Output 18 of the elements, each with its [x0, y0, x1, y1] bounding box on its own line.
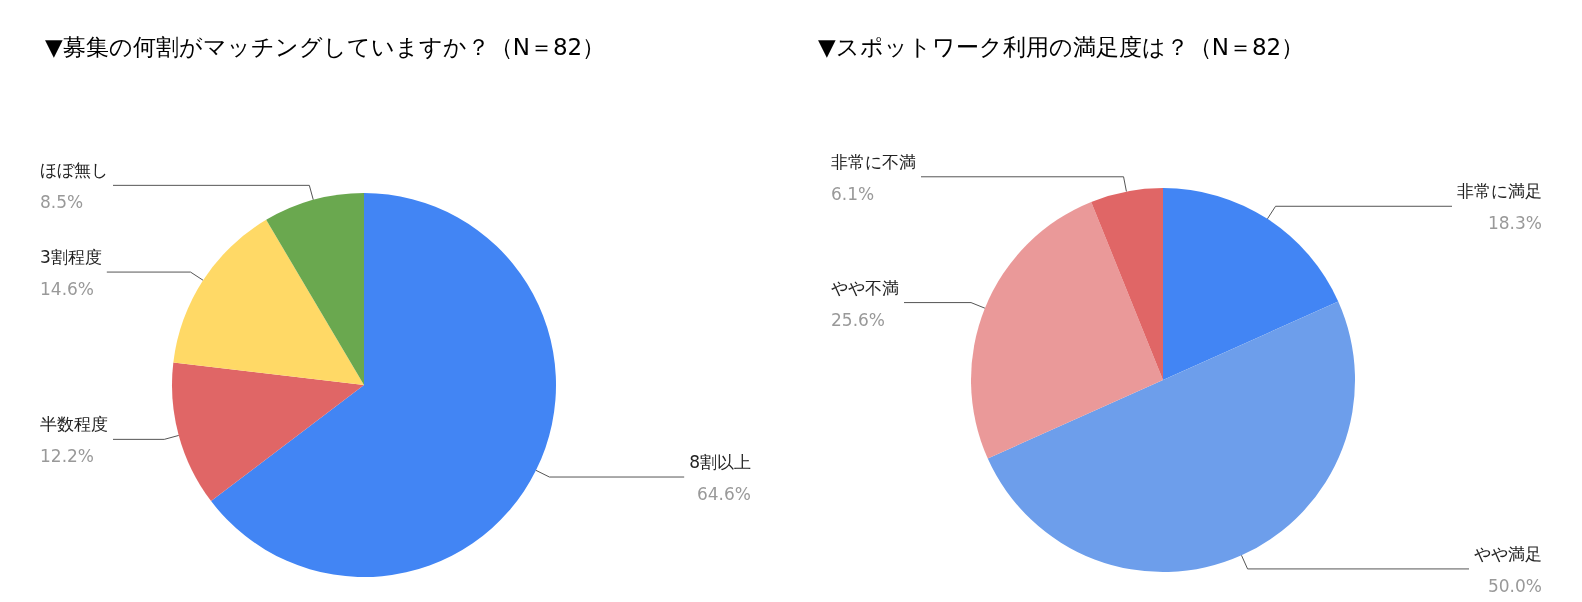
slice-label: 8割以上: [689, 452, 751, 473]
data-label: 50.0%: [1487, 575, 1542, 596]
data-label: 6.1%: [831, 183, 875, 204]
chart-title: ▼募集の何割がマッチングしていますか？（N＝82）: [45, 33, 606, 60]
data-label: 18.3%: [1487, 213, 1542, 234]
chart-title: ▼スポットワーク利用の満足度は？（N＝82）: [818, 33, 1305, 60]
data-label: 25.6%: [831, 309, 886, 330]
slice-label: 非常に満足: [1457, 181, 1542, 202]
data-label: 64.6%: [696, 484, 751, 505]
slice-label: 半数程度: [40, 414, 108, 435]
slice-label: やや不満: [831, 277, 899, 298]
slice-label: ほぼ無し: [40, 160, 108, 181]
data-label: 12.2%: [40, 446, 95, 467]
data-label: 14.6%: [40, 279, 95, 300]
slice-label: 非常に不満: [831, 151, 916, 172]
slice-label: やや満足: [1474, 543, 1542, 564]
data-label: 8.5%: [40, 192, 84, 213]
slice-label: 3割程度: [40, 247, 102, 268]
